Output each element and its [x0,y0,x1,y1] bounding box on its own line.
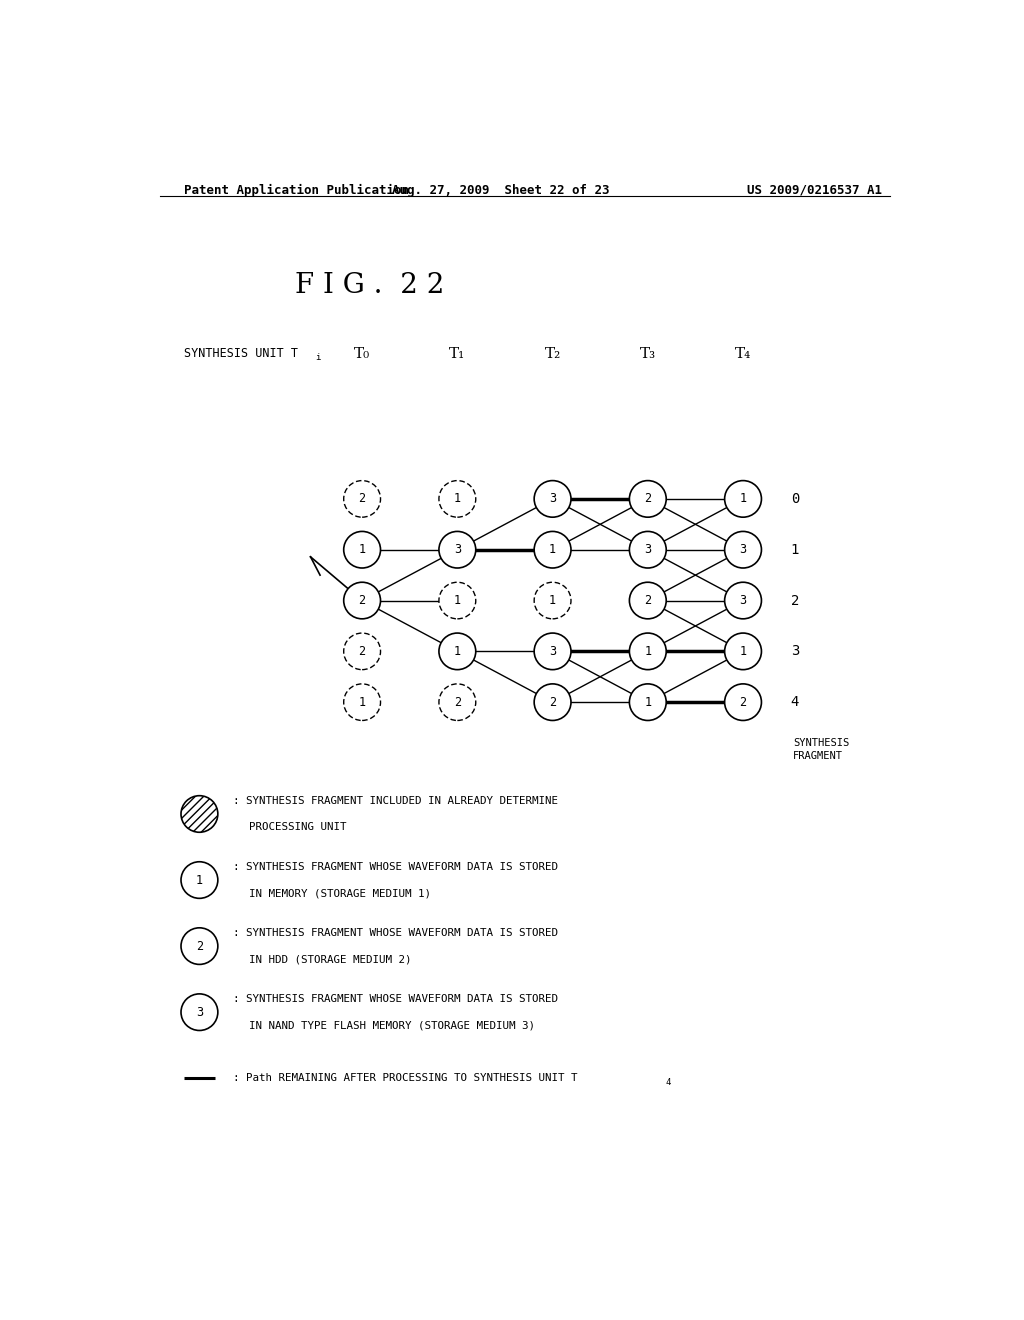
Text: 2: 2 [739,696,746,709]
Text: IN NAND TYPE FLASH MEMORY (STORAGE MEDIUM 3): IN NAND TYPE FLASH MEMORY (STORAGE MEDIU… [249,1020,535,1031]
Ellipse shape [535,532,571,568]
Ellipse shape [535,582,571,619]
Ellipse shape [181,796,218,833]
Text: US 2009/0216537 A1: US 2009/0216537 A1 [746,183,882,197]
Text: SYNTHESIS
FRAGMENT: SYNTHESIS FRAGMENT [793,738,849,760]
Text: 3: 3 [454,544,461,556]
Ellipse shape [630,684,667,721]
Ellipse shape [181,994,218,1031]
Ellipse shape [439,582,476,619]
Ellipse shape [725,532,762,568]
Text: F I G .  2 2: F I G . 2 2 [295,272,444,298]
Ellipse shape [630,582,667,619]
Text: T₂: T₂ [545,347,561,360]
Text: 1: 1 [739,492,746,506]
Ellipse shape [439,532,476,568]
Text: PROCESSING UNIT: PROCESSING UNIT [249,822,346,832]
Text: 2: 2 [358,645,366,657]
Text: 1: 1 [644,645,651,657]
Text: i: i [315,354,321,362]
Text: : SYNTHESIS FRAGMENT WHOSE WAVEFORM DATA IS STORED: : SYNTHESIS FRAGMENT WHOSE WAVEFORM DATA… [232,928,558,939]
Text: 3: 3 [644,544,651,556]
Text: 1: 1 [454,492,461,506]
Text: Patent Application Publication: Patent Application Publication [183,183,409,197]
Text: 3: 3 [549,645,556,657]
Ellipse shape [630,634,667,669]
Text: 1: 1 [549,544,556,556]
Text: 2: 2 [549,696,556,709]
Text: 1: 1 [791,543,799,557]
Text: T₁: T₁ [450,347,466,360]
Text: 1: 1 [196,874,203,887]
Text: : Path REMAINING AFTER PROCESSING TO SYNTHESIS UNIT T: : Path REMAINING AFTER PROCESSING TO SYN… [232,1073,578,1084]
Ellipse shape [725,684,762,721]
Ellipse shape [344,684,381,721]
Ellipse shape [344,634,381,669]
Ellipse shape [344,582,381,619]
Ellipse shape [181,928,218,965]
Text: 1: 1 [454,594,461,607]
Text: 3: 3 [739,594,746,607]
Text: 1: 1 [358,544,366,556]
Ellipse shape [630,532,667,568]
Text: T₀: T₀ [354,347,370,360]
Text: 3: 3 [549,492,556,506]
Text: Aug. 27, 2009  Sheet 22 of 23: Aug. 27, 2009 Sheet 22 of 23 [392,183,609,197]
Text: 3: 3 [739,544,746,556]
Text: 2: 2 [454,696,461,709]
Text: T₄: T₄ [735,347,752,360]
Text: 2: 2 [358,492,366,506]
Ellipse shape [439,634,476,669]
Text: : SYNTHESIS FRAGMENT WHOSE WAVEFORM DATA IS STORED: : SYNTHESIS FRAGMENT WHOSE WAVEFORM DATA… [232,994,558,1005]
Text: 2: 2 [644,594,651,607]
Text: 2: 2 [791,594,799,607]
Ellipse shape [725,582,762,619]
Ellipse shape [439,480,476,517]
Ellipse shape [344,480,381,517]
Text: 1: 1 [549,594,556,607]
Ellipse shape [344,532,381,568]
Text: : SYNTHESIS FRAGMENT WHOSE WAVEFORM DATA IS STORED: : SYNTHESIS FRAGMENT WHOSE WAVEFORM DATA… [232,862,558,873]
Text: 2: 2 [196,940,203,953]
Text: 1: 1 [454,645,461,657]
Text: 3: 3 [196,1006,203,1019]
Text: 1: 1 [358,696,366,709]
Text: 4: 4 [666,1078,671,1086]
Text: T₃: T₃ [640,347,655,360]
Text: IN HDD (STORAGE MEDIUM 2): IN HDD (STORAGE MEDIUM 2) [249,954,411,964]
Text: 0: 0 [791,492,799,506]
Text: 3: 3 [791,644,799,659]
Ellipse shape [535,480,571,517]
Text: 2: 2 [644,492,651,506]
Text: SYNTHESIS UNIT T: SYNTHESIS UNIT T [183,347,298,360]
Ellipse shape [181,862,218,899]
Text: 1: 1 [739,645,746,657]
Ellipse shape [439,684,476,721]
Ellipse shape [725,634,762,669]
Text: 2: 2 [358,594,366,607]
Text: 4: 4 [791,696,799,709]
Ellipse shape [535,634,571,669]
Text: 1: 1 [644,696,651,709]
Ellipse shape [535,684,571,721]
Text: : SYNTHESIS FRAGMENT INCLUDED IN ALREADY DETERMINE: : SYNTHESIS FRAGMENT INCLUDED IN ALREADY… [232,796,558,805]
Text: IN MEMORY (STORAGE MEDIUM 1): IN MEMORY (STORAGE MEDIUM 1) [249,888,431,898]
Ellipse shape [725,480,762,517]
Ellipse shape [630,480,667,517]
